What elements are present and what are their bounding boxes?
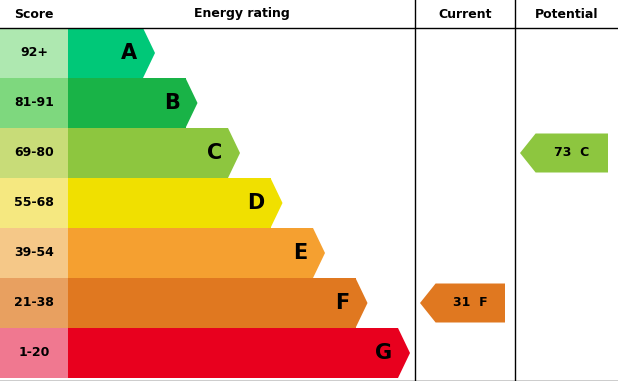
Polygon shape [185, 78, 198, 128]
Text: 81-91: 81-91 [14, 96, 54, 109]
Text: D: D [247, 193, 265, 213]
Text: 21-38: 21-38 [14, 296, 54, 309]
Text: Energy rating: Energy rating [193, 8, 289, 21]
FancyBboxPatch shape [0, 278, 68, 328]
Text: E: E [293, 243, 307, 263]
Polygon shape [520, 133, 608, 173]
FancyBboxPatch shape [0, 328, 68, 378]
FancyBboxPatch shape [68, 178, 271, 228]
Text: G: G [375, 343, 392, 363]
FancyBboxPatch shape [68, 278, 355, 328]
Text: C: C [207, 143, 222, 163]
Text: 31  F: 31 F [453, 296, 488, 309]
FancyBboxPatch shape [68, 228, 313, 278]
Text: 73  C: 73 C [554, 147, 590, 160]
Text: B: B [164, 93, 179, 113]
Text: 69-80: 69-80 [14, 147, 54, 160]
Polygon shape [228, 128, 240, 178]
FancyBboxPatch shape [0, 78, 68, 128]
Text: Current: Current [438, 8, 492, 21]
Polygon shape [271, 178, 282, 228]
Text: Potential: Potential [535, 8, 598, 21]
FancyBboxPatch shape [68, 28, 143, 78]
Text: 92+: 92+ [20, 46, 48, 59]
Polygon shape [313, 228, 325, 278]
FancyBboxPatch shape [68, 128, 228, 178]
Polygon shape [143, 28, 155, 78]
Text: 39-54: 39-54 [14, 247, 54, 259]
Polygon shape [420, 283, 505, 322]
Text: 55-68: 55-68 [14, 197, 54, 210]
FancyBboxPatch shape [0, 178, 68, 228]
FancyBboxPatch shape [68, 328, 398, 378]
Text: 1-20: 1-20 [19, 346, 49, 360]
FancyBboxPatch shape [0, 128, 68, 178]
FancyBboxPatch shape [0, 28, 68, 78]
Text: F: F [335, 293, 350, 313]
Polygon shape [398, 328, 410, 378]
FancyBboxPatch shape [68, 78, 185, 128]
FancyBboxPatch shape [0, 228, 68, 278]
Polygon shape [355, 278, 368, 328]
Text: Score: Score [14, 8, 54, 21]
Text: A: A [121, 43, 137, 63]
